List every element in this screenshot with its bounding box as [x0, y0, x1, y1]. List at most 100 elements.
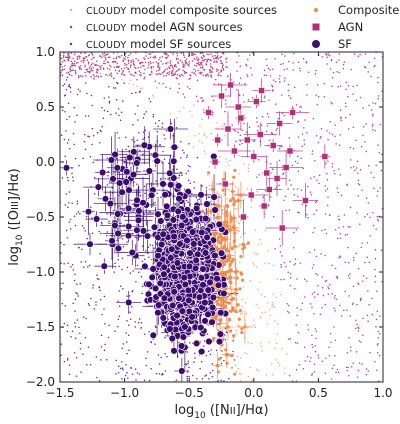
model-point	[328, 346, 330, 349]
model-point	[132, 62, 135, 64]
model-point	[357, 326, 359, 328]
model-point	[327, 139, 329, 141]
model-point	[188, 87, 191, 90]
model-point	[118, 315, 121, 318]
model-point	[147, 57, 150, 60]
model-point	[295, 104, 298, 106]
agn-point	[273, 175, 281, 182]
model-point	[153, 247, 156, 250]
model-point	[271, 363, 273, 365]
svg-text:SF: SF	[338, 37, 352, 51]
model-point	[274, 103, 277, 105]
model-point	[195, 197, 198, 199]
model-point	[197, 62, 199, 65]
model-point	[340, 116, 342, 118]
model-point	[160, 73, 162, 75]
ticks-layer: −1.5 −1.0 −0.5 0.0 0.5 1.0−2.0−1.5−1.0−0.50.0…	[26, 45, 393, 400]
model-point	[241, 129, 243, 131]
model-point	[225, 58, 227, 61]
sf-point	[217, 249, 226, 257]
model-point	[167, 178, 169, 180]
model-point	[259, 238, 261, 241]
model-point	[319, 137, 321, 139]
model-point	[68, 221, 71, 223]
model-point	[116, 132, 119, 134]
model-point	[107, 336, 110, 339]
model-point	[108, 324, 110, 326]
model-point	[121, 238, 124, 240]
composite-point	[215, 363, 220, 368]
model-point	[60, 241, 62, 244]
model-point	[357, 369, 360, 372]
composite-point	[239, 271, 243, 275]
model-point	[107, 170, 109, 173]
model-point	[214, 55, 216, 57]
model-point	[189, 77, 192, 80]
model-point	[186, 351, 189, 353]
model-point	[83, 266, 85, 268]
model-point	[143, 72, 145, 75]
model-point	[313, 176, 315, 178]
model-point	[298, 364, 301, 366]
model-point	[165, 74, 168, 77]
model-point	[244, 352, 246, 354]
model-point	[333, 307, 335, 310]
model-point	[266, 64, 268, 67]
model-point	[136, 372, 139, 374]
model-point	[127, 145, 130, 148]
model-point	[76, 55, 79, 58]
sf-point	[166, 325, 174, 333]
model-point	[287, 89, 290, 92]
model-point	[88, 72, 91, 74]
model-point	[130, 60, 132, 62]
model-point	[306, 83, 308, 86]
model-point	[79, 332, 81, 335]
model-point	[73, 279, 76, 282]
model-point	[261, 312, 263, 314]
model-point	[113, 66, 116, 68]
model-point	[130, 61, 132, 63]
model-point	[155, 73, 157, 75]
model-point	[298, 211, 300, 214]
sf-point	[179, 213, 187, 221]
model-point	[68, 83, 71, 86]
model-point	[220, 71, 222, 73]
model-point	[131, 373, 134, 375]
model-point	[63, 243, 65, 246]
model-point	[345, 105, 347, 108]
model-point	[308, 251, 311, 253]
model-point	[65, 229, 68, 232]
composite-point	[233, 200, 237, 204]
model-point	[61, 61, 64, 63]
model-point	[264, 262, 266, 265]
model-point	[246, 75, 249, 78]
model-point	[118, 137, 120, 139]
model-point	[82, 353, 84, 356]
model-point	[258, 173, 260, 176]
model-point	[311, 150, 314, 152]
model-point	[144, 61, 147, 64]
model-point	[224, 99, 227, 102]
model-point	[207, 58, 210, 61]
model-point	[297, 136, 300, 138]
model-point	[171, 74, 173, 77]
model-point	[359, 96, 362, 99]
model-point	[85, 82, 87, 84]
model-point	[289, 97, 292, 99]
model-point	[293, 86, 296, 89]
model-point	[148, 289, 150, 291]
model-point	[381, 90, 383, 92]
model-point	[60, 343, 63, 345]
model-point	[74, 310, 76, 312]
model-point	[374, 360, 376, 363]
model-point	[280, 278, 282, 281]
model-point	[321, 286, 324, 289]
model-point	[317, 141, 320, 144]
model-point	[246, 312, 248, 315]
model-point	[158, 58, 160, 61]
model-point	[79, 342, 82, 344]
model-point	[189, 182, 192, 184]
model-point	[357, 172, 359, 174]
model-point	[338, 218, 340, 221]
sf-point	[178, 221, 186, 230]
